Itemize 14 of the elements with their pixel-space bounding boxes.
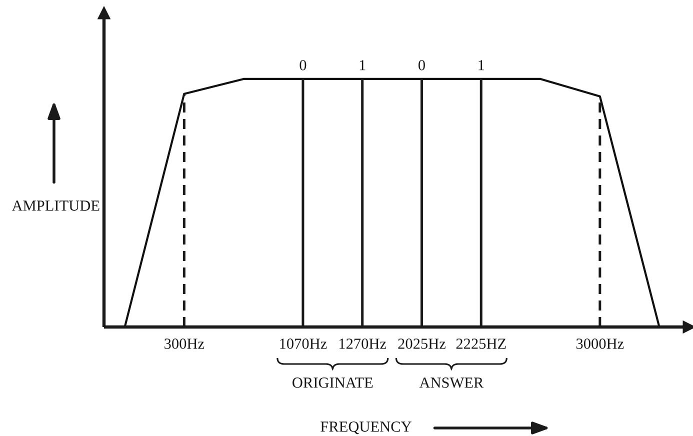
x-tick-label: 3000Hz (576, 338, 624, 349)
x-tick-label: 1270Hz (340, 338, 386, 349)
x-tick-label: 2025Hz (398, 338, 446, 349)
ref-line-label: 1 (478, 60, 484, 70)
text: ORIGINATE (292, 378, 373, 388)
ref-line-label: 1 (360, 60, 366, 70)
x-axis-title: FREQUENCY (320, 422, 412, 434)
x-tick-label: 2225HZ (456, 338, 506, 349)
x-tick-label: 1070Hz (280, 338, 327, 349)
ref-line-label: 0 (300, 60, 306, 70)
y-axis-title: AMPLITUDE (12, 200, 100, 211)
x-tick-label: 300Hz (164, 338, 204, 349)
ref-line-label: 0 (418, 60, 425, 70)
text: ANSWER (419, 378, 484, 388)
